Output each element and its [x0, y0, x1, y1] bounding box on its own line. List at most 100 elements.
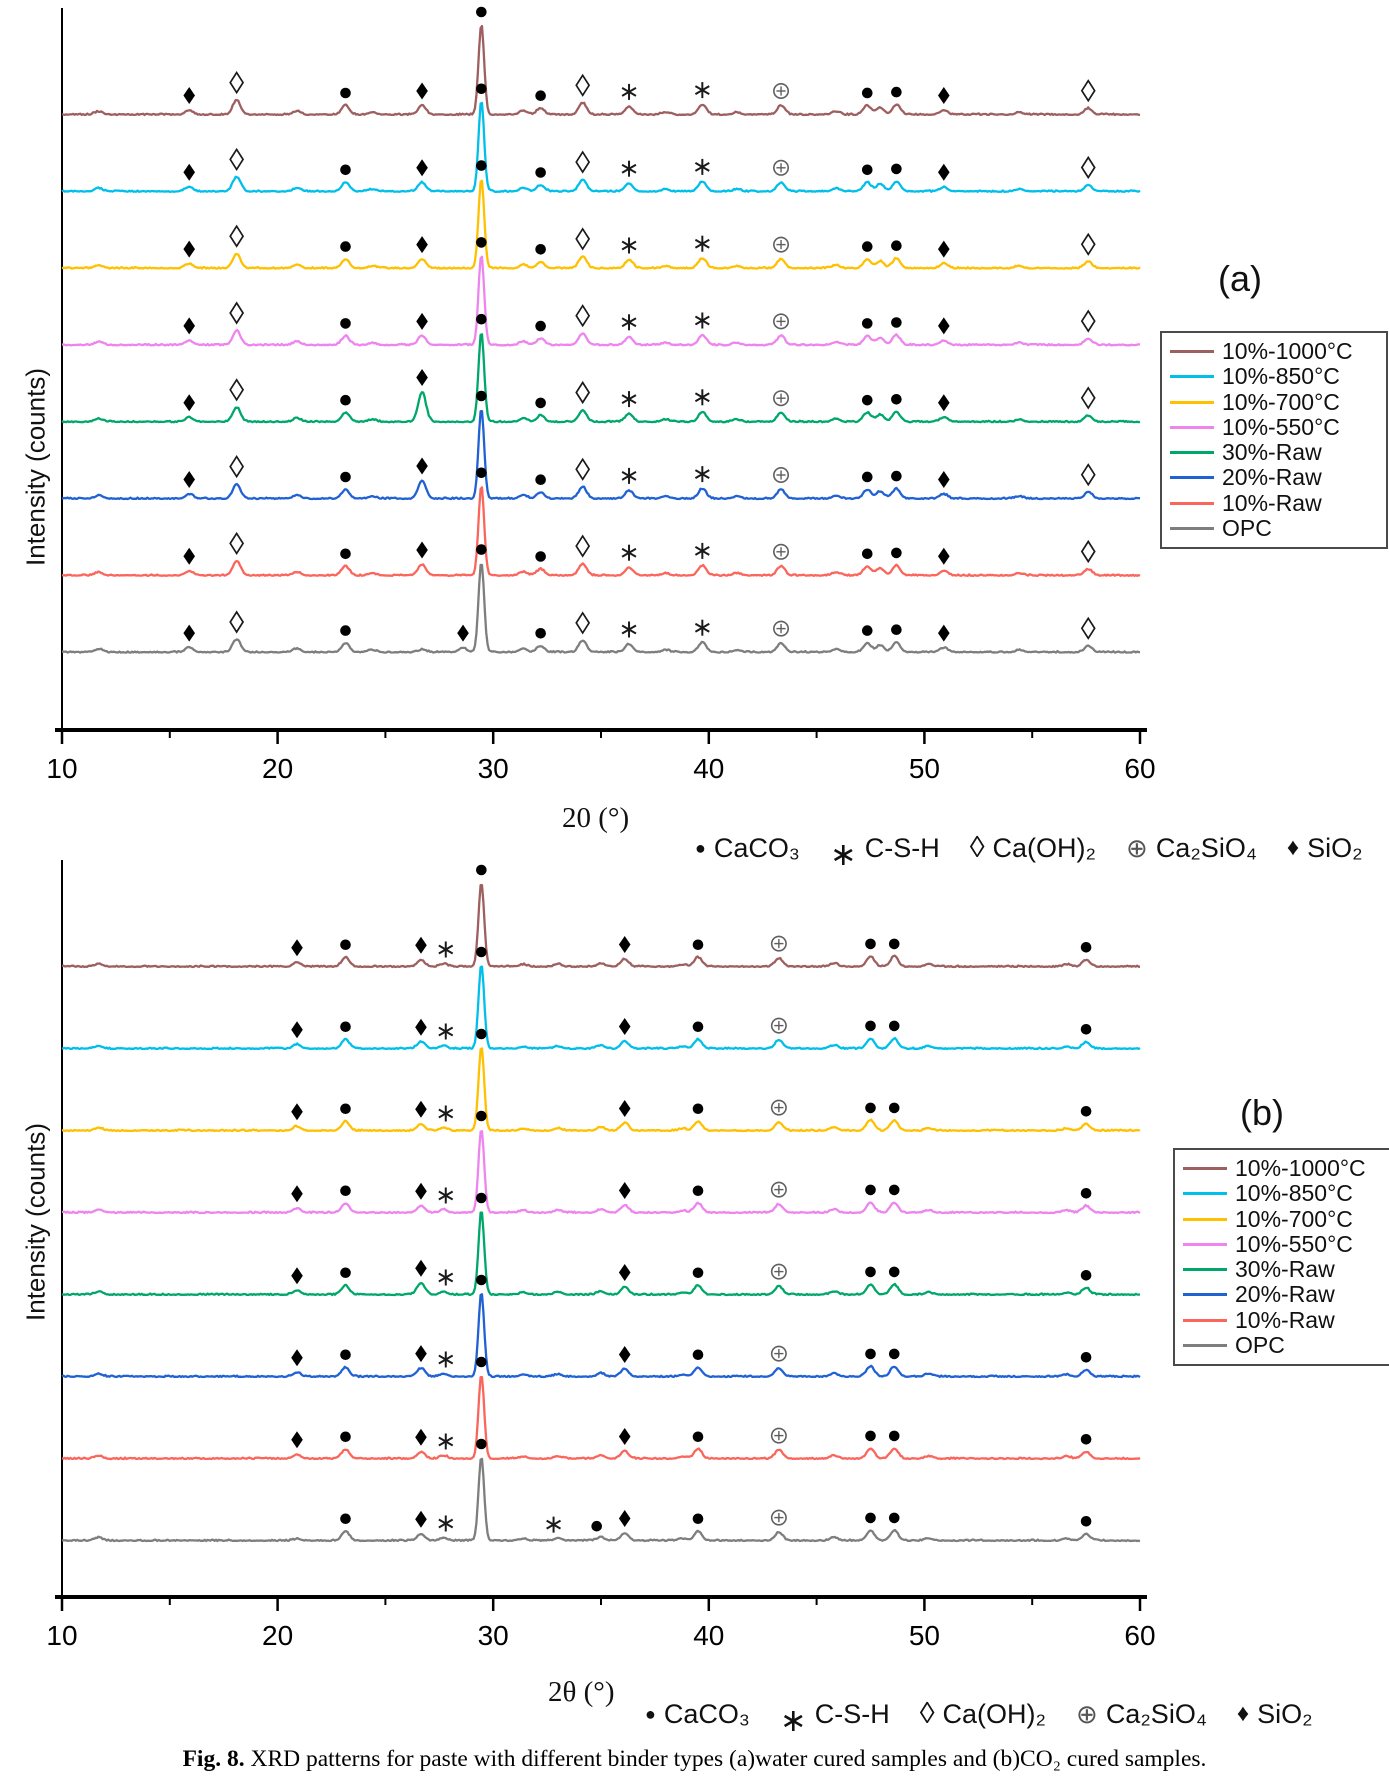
legend-item-OPC: OPC	[1170, 515, 1380, 541]
legend-item-10%-550°C: 10%-550°C	[1170, 414, 1380, 440]
sio2-marker-icon	[291, 1021, 303, 1039]
xrd-trace-30%-Raw	[61, 1211, 1141, 1297]
csh-marker-icon	[438, 1518, 454, 1529]
caco3-marker-icon	[476, 1192, 487, 1204]
csh-marker-icon: ∗	[779, 1702, 807, 1738]
caco3-marker-icon	[692, 1349, 704, 1361]
ca2sio4-marker-icon	[773, 620, 790, 637]
caco3-marker-icon	[1080, 1433, 1092, 1445]
xrd-trace-10%-Raw	[61, 1376, 1141, 1461]
x-axis-label-b: 2θ (°)	[548, 1676, 615, 1708]
figure-caption: Fig. 8. XRD patterns for paste with diff…	[0, 1746, 1389, 1773]
caoh2-marker-icon	[1080, 309, 1096, 333]
caco3-marker-icon	[535, 397, 546, 409]
legend-item-10%-550°C: 10%-550°C	[1183, 1231, 1389, 1257]
caoh2-marker-icon	[575, 73, 591, 97]
x-tick-label: 40	[693, 1620, 724, 1651]
phase-label: Ca₂SiO₄	[1105, 1698, 1207, 1729]
phase-label: C-S-H	[864, 832, 940, 863]
sio2-marker-icon	[938, 394, 950, 412]
xrd-trace-10%-1000°C	[61, 24, 1141, 117]
caco3-marker-icon	[476, 6, 487, 18]
caco3-marker-icon	[865, 1102, 876, 1114]
phase-item-caco3: ● CaCO₃	[645, 1699, 750, 1730]
ca2sio4-marker-icon	[773, 159, 790, 176]
legend-item-10%-850°C: 10%-850°C	[1183, 1180, 1389, 1206]
caco3-marker-icon	[476, 1356, 487, 1368]
csh-marker-icon	[694, 392, 710, 403]
legend-item-label: 30%-Raw	[1222, 439, 1322, 466]
caco3-marker-icon	[861, 394, 873, 406]
caoh2-marker-icon	[575, 227, 591, 251]
caco3-marker-icon	[476, 313, 487, 325]
legend-color-line	[1183, 1217, 1227, 1221]
csh-marker-icon	[438, 1190, 454, 1201]
caco3-marker-icon	[865, 938, 876, 950]
caco3-marker-icon	[692, 1021, 704, 1033]
phase-item-sio2: ♦ SiO₂	[1237, 1699, 1313, 1730]
caco3-marker-icon	[1080, 1023, 1092, 1035]
legend-color-line	[1183, 1192, 1227, 1196]
x-tick-label: 10	[46, 753, 77, 784]
sio2-marker-icon	[415, 1182, 427, 1200]
caco3-marker-icon	[861, 318, 873, 329]
caco3-marker-icon	[861, 87, 873, 99]
legend-color-line	[1183, 1343, 1227, 1347]
legend-color-line	[1183, 1318, 1227, 1322]
caoh2-marker-icon	[575, 304, 591, 328]
xrd-trace-10%-700°C	[61, 1047, 1141, 1133]
phase-label: SiO₂	[1257, 1698, 1313, 1729]
caco3-marker-icon	[891, 470, 902, 482]
y-axis-label-a: Intensity (counts)	[20, 368, 51, 566]
caco3-marker-icon	[891, 163, 902, 175]
sio2-marker-icon	[415, 1100, 427, 1118]
sio2-marker-icon	[291, 1431, 303, 1449]
caco3-marker-icon	[865, 1266, 876, 1278]
legend-item-10%-700°C: 10%-700°C	[1183, 1206, 1389, 1232]
caco3-marker-icon	[340, 241, 351, 252]
caco3-marker-icon	[891, 547, 902, 559]
csh-marker-icon	[621, 624, 637, 635]
sio2-marker-icon	[416, 82, 428, 100]
sio2-marker-icon	[457, 624, 469, 642]
caco3-marker-icon	[888, 1348, 900, 1360]
caco3-marker-icon	[535, 90, 546, 101]
csh-marker-icon	[694, 546, 710, 556]
sio2-marker-icon	[183, 394, 196, 412]
caco3-marker-icon	[865, 1512, 876, 1524]
caco3-marker-icon	[1080, 941, 1092, 953]
ca2sio4-marker-icon	[773, 390, 790, 407]
caoh2-marker-icon	[575, 150, 591, 174]
sio2-marker-icon	[938, 163, 950, 181]
sio2-marker-icon	[183, 240, 196, 258]
x-tick-label: 30	[478, 1620, 509, 1651]
caption-figure-number: Fig. 8.	[182, 1746, 245, 1772]
csh-marker-icon	[694, 162, 710, 172]
y-axis-label-b: Intensity (counts)	[20, 1123, 51, 1321]
caoh2-marker-icon	[1080, 539, 1096, 564]
caco3-marker-icon	[476, 237, 487, 248]
csh-marker-icon	[694, 238, 710, 249]
caco3-marker-icon	[692, 939, 704, 951]
caco3-marker-icon	[865, 1430, 876, 1442]
caco3-marker-icon	[692, 1267, 704, 1279]
caco3-marker-icon	[535, 474, 546, 485]
caco3-marker-icon	[340, 939, 351, 951]
caco3-marker-icon	[476, 1274, 487, 1286]
caoh2-marker-icon	[229, 455, 245, 479]
xrd-trace-10%-850°C	[61, 965, 1141, 1051]
legend-item-label: OPC	[1235, 1331, 1285, 1358]
phase-item-caoh2: ◊ Ca(OH)₂	[970, 833, 1096, 864]
caoh2-marker-icon	[229, 378, 245, 402]
caco3-marker-icon	[591, 1520, 602, 1532]
legend-item-label: 10%-1000°C	[1222, 338, 1353, 364]
csh-marker-icon	[438, 1108, 454, 1119]
phase-label: Ca(OH)₂	[992, 832, 1097, 863]
legend-color-line	[1183, 1268, 1227, 1272]
caco3-marker-icon	[340, 1349, 351, 1361]
caoh2-marker-icon	[229, 224, 245, 248]
legend-color-line	[1170, 400, 1214, 404]
ca2sio4-marker-icon	[770, 1017, 787, 1034]
caco3-marker-icon	[692, 1513, 704, 1525]
